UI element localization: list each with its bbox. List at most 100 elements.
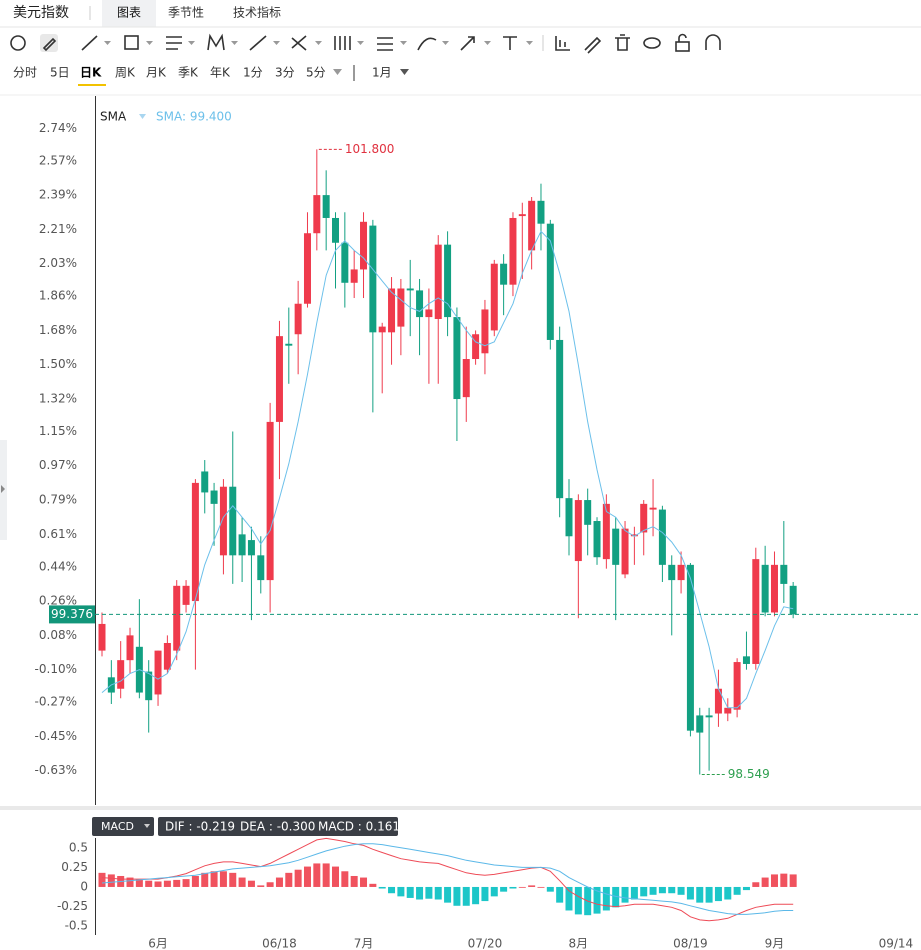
- period-button[interactable]: 5分: [306, 66, 326, 80]
- icon-edit[interactable]: [584, 36, 602, 54]
- low-label: 98.549: [728, 767, 770, 781]
- icon-line[interactable]: [81, 35, 98, 51]
- macd-bar: [238, 877, 246, 887]
- candle-body: [565, 498, 573, 537]
- macd-bar: [350, 875, 358, 887]
- candle-body: [742, 656, 750, 664]
- period-button[interactable]: 1分: [243, 66, 263, 80]
- x-tick-label: 6月: [148, 937, 168, 950]
- icon-curve[interactable]: [417, 37, 437, 51]
- icon-rect[interactable]: [124, 35, 139, 50]
- macd-name[interactable]: MACD: [101, 820, 134, 833]
- icon-arrow[interactable]: [460, 36, 475, 51]
- candle-body: [247, 540, 255, 556]
- indicator-caret[interactable]: [139, 114, 146, 119]
- icon-pen[interactable]: [42, 37, 57, 52]
- candle-body: [303, 233, 311, 304]
- period-button[interactable]: 周K: [115, 66, 136, 80]
- y-tick-label: 1.15%: [39, 424, 77, 438]
- icon-pattern[interactable]: [207, 33, 225, 51]
- period-underline: [78, 84, 106, 86]
- tab[interactable]: 季节性: [168, 6, 204, 20]
- period-button[interactable]: 月K: [146, 66, 167, 80]
- icon-chart[interactable]: [555, 36, 570, 51]
- macd-bar: [210, 871, 218, 887]
- candle-body: [724, 707, 732, 714]
- tab[interactable]: 图表: [117, 6, 141, 20]
- y-tick-label: 2.39%: [39, 188, 77, 202]
- period-button[interactable]: 季K: [178, 66, 199, 80]
- icon-ray[interactable]: [249, 35, 267, 51]
- candle-body: [434, 244, 442, 319]
- macd-y-tick-label: 0: [80, 879, 88, 893]
- candle-body: [397, 288, 405, 327]
- candle-body: [686, 564, 694, 731]
- y-tick-label: 1.32%: [39, 392, 77, 406]
- candle-body: [294, 303, 302, 335]
- icon-text[interactable]: [503, 36, 517, 50]
- icon-lock[interactable]: [675, 41, 690, 52]
- indicator-name[interactable]: SMA: [100, 110, 127, 124]
- candle-body: [472, 334, 480, 360]
- period-button[interactable]: 5日: [50, 66, 70, 80]
- y-tick-label: 0.08%: [39, 628, 77, 642]
- macd-selector-bg[interactable]: [92, 817, 154, 836]
- candle-body: [98, 623, 106, 651]
- period-caret[interactable]: [333, 69, 342, 75]
- toolbar: [10, 33, 721, 54]
- candle-body: [173, 585, 181, 651]
- candle-body: [546, 223, 554, 340]
- macd-bar: [630, 886, 638, 900]
- macd-bar: [107, 874, 115, 887]
- period-button[interactable]: 3分: [275, 66, 295, 80]
- macd-bar: [98, 872, 106, 887]
- macd-bar: [770, 874, 778, 887]
- icon-bars[interactable]: [334, 36, 351, 50]
- macd-bar: [369, 883, 377, 887]
- macd-y-tick-label: -0.25: [57, 899, 88, 913]
- icon-delete[interactable]: [615, 34, 630, 51]
- tab[interactable]: 技术指标: [233, 5, 281, 20]
- macd-bar: [490, 886, 498, 897]
- macd-bar: [416, 886, 424, 900]
- candle-body: [752, 559, 760, 664]
- period-button[interactable]: 年K: [210, 66, 231, 80]
- macd-bar: [705, 886, 713, 903]
- candle-body: [285, 343, 293, 346]
- period-button[interactable]: 日K: [80, 66, 102, 80]
- toolbar-carets: [104, 41, 533, 45]
- macd-bar: [556, 886, 564, 903]
- icon-fib[interactable]: [166, 36, 182, 50]
- icon-magnet[interactable]: [705, 34, 721, 50]
- period-button[interactable]: 分时: [13, 66, 37, 80]
- icon-levels[interactable]: [377, 37, 393, 51]
- candle-body: [658, 509, 666, 565]
- macd-bar: [434, 886, 442, 900]
- macd-bar: [444, 886, 452, 903]
- y-tick-label: 2.21%: [39, 222, 77, 236]
- candle-body: [275, 336, 283, 422]
- icon-cursor[interactable]: [10, 35, 26, 51]
- macd-bar: [191, 875, 199, 887]
- candle-body: [453, 317, 461, 400]
- candle-body: [612, 528, 620, 565]
- icon-eye[interactable]: [643, 37, 661, 49]
- macd-bar: [696, 886, 704, 903]
- macd-bar: [201, 872, 209, 887]
- candle-body: [322, 195, 330, 218]
- candle-body: [640, 503, 648, 533]
- candle-body: [714, 688, 722, 714]
- macd-readout: DIF : -0.219: [165, 820, 235, 834]
- pane-divider: [0, 806, 921, 810]
- macd-bar: [789, 874, 797, 887]
- x-tick-label: 8月: [569, 937, 589, 950]
- range-selector[interactable]: 1月: [372, 66, 392, 80]
- candle-body: [416, 290, 424, 318]
- macd-caret[interactable]: [144, 824, 150, 828]
- y-tick-label: 2.03%: [39, 256, 77, 270]
- icon-cross[interactable]: [291, 35, 307, 51]
- macd-bar: [182, 879, 190, 887]
- range-caret[interactable]: [400, 69, 409, 75]
- candle-body: [509, 217, 517, 285]
- macd-bar: [761, 877, 769, 887]
